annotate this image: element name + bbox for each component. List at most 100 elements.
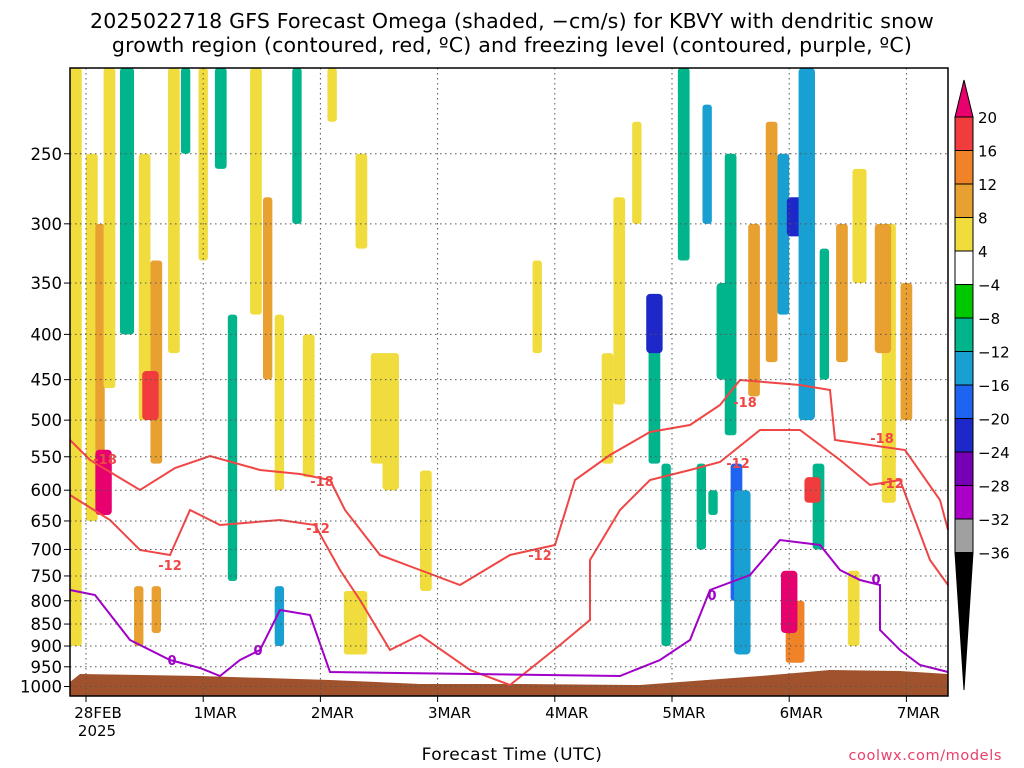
y-tick-label-400: 400 — [31, 325, 63, 344]
contour-minus12 — [69, 429, 949, 687]
omega-shade-35 — [900, 283, 913, 421]
colorbar-label-12: −32 — [978, 511, 1010, 529]
credit-link[interactable]: coolwx.com/models — [848, 748, 1002, 764]
y-tick-label-1000: 1000 — [20, 678, 62, 697]
colorbar-top-arrow — [954, 79, 974, 118]
omega-region-4 — [646, 293, 663, 354]
omega-shade-37 — [151, 586, 162, 633]
omega-shade-20 — [420, 470, 432, 592]
omega-region-10 — [874, 223, 892, 354]
y-tick-label-700: 700 — [31, 540, 63, 559]
omega-shade-13 — [262, 197, 273, 380]
colorbar-bin-11 — [954, 451, 974, 486]
chart-title-line-2: growth region (contoured, red, ºC) and f… — [111, 33, 913, 57]
omega-shade-3 — [103, 68, 116, 389]
omega-shade-18 — [355, 153, 368, 249]
omega-region-2 — [780, 570, 798, 633]
y-tick-label-850: 850 — [31, 615, 63, 634]
omega-region-3 — [804, 477, 821, 503]
omega-shade-28 — [748, 223, 760, 397]
terrain — [70, 670, 948, 696]
colorbar-bin-7 — [954, 317, 974, 352]
colorbar-bin-3 — [954, 183, 974, 218]
x-tick-label-2MAR: 2MAR — [311, 704, 354, 722]
omega-shade-39 — [343, 591, 368, 655]
colorbar-label-8: −16 — [978, 377, 1010, 395]
colorbar-label-3: 8 — [978, 210, 988, 228]
omega-shade-11 — [227, 314, 238, 582]
omega-shade-33 — [852, 168, 867, 284]
x-tick-label-28FEB: 28FEB — [74, 704, 121, 722]
y-tick-label-300: 300 — [31, 215, 63, 234]
omega-shade-1 — [86, 153, 98, 521]
omega-shade-45 — [648, 334, 661, 464]
x-tick-label-5MAR: 5MAR — [662, 704, 705, 722]
contour-label-minus18-0: -18 — [93, 453, 117, 468]
omega-region-8 — [716, 283, 733, 380]
colorbar-label-9: −20 — [978, 411, 1010, 429]
omega-shade-38 — [274, 586, 285, 647]
contour-label-minus12-4: -12 — [880, 477, 904, 492]
x-tick-label-1MAR: 1MAR — [194, 704, 237, 722]
contour-label-minus18-1: -18 — [310, 475, 334, 490]
contour-label-0-1: 0 — [253, 644, 262, 659]
omega-shade-32 — [836, 223, 848, 363]
contour-minus18 — [69, 378, 949, 587]
omega-shade-2 — [95, 223, 105, 503]
omega-shade-21 — [532, 260, 542, 354]
colorbar-bin-9 — [954, 384, 974, 419]
omega-shade-26 — [702, 104, 712, 224]
omega-shade-36 — [134, 586, 144, 647]
y-tick-label-950: 950 — [31, 658, 63, 677]
x-axis-title: Forecast Time (UTC) — [421, 745, 603, 765]
contour-label-0-0: 0 — [167, 654, 176, 669]
omega-shade-15 — [292, 68, 302, 224]
y-tick-label-800: 800 — [31, 592, 63, 611]
colorbar-label-5: −4 — [978, 277, 1000, 295]
colorbar: 20 16 12 8 4 −4 −8 −12 −16 −20 −24 −28 −32 −36 — [954, 79, 1010, 691]
colorbar-bottom-arrow — [954, 552, 974, 691]
contour-label-minus18-2: -18 — [733, 396, 757, 411]
omega-region-1 — [142, 371, 159, 421]
y-tick-label-500: 500 — [31, 411, 63, 430]
colorbar-bin-8 — [954, 351, 974, 386]
colorbar-label-7: −12 — [978, 344, 1010, 362]
colorbar-label-6: −8 — [978, 310, 1000, 328]
colorbar-label-2: 12 — [978, 176, 997, 194]
x-tick-sublabel-year: 2025 — [78, 722, 116, 740]
contour-label-0-2: 0 — [707, 589, 716, 604]
omega-shade-10 — [214, 68, 227, 169]
y-tick-label-450: 450 — [31, 371, 63, 390]
y-tick-label-600: 600 — [31, 481, 63, 500]
axes: 250 300 350 400 450 500 550 600 650 700 750 800 850 9… — [20, 67, 949, 740]
colorbar-label-10: −24 — [978, 444, 1010, 462]
contour-label-minus12-3: -12 — [726, 457, 750, 472]
colorbar-bin-4 — [954, 217, 974, 252]
omega-shade-5 — [138, 153, 151, 421]
colorbar-bin-1 — [954, 116, 974, 151]
colorbar-label-1: 16 — [978, 143, 997, 161]
y-tick-label-350: 350 — [31, 274, 63, 293]
omega-shade-30 — [777, 153, 790, 315]
x-tick-label-3MAR: 3MAR — [428, 704, 471, 722]
omega-shade-7 — [168, 68, 180, 354]
omega-region-9 — [382, 379, 399, 491]
colorbar-bin-12 — [954, 485, 974, 520]
omega-shade-42 — [812, 463, 825, 550]
contour-freezing-level — [69, 538, 949, 678]
omega-shade-43 — [847, 570, 860, 647]
omega-region-6 — [734, 490, 751, 655]
contour-label-minus12-1: -12 — [306, 522, 330, 537]
colorbar-bin-13 — [954, 518, 974, 553]
omega-shade-6 — [150, 260, 163, 464]
contour-label-minus18-3: -18 — [870, 432, 894, 447]
colorbar-bin-10 — [954, 418, 974, 453]
omega-shade-23 — [613, 197, 626, 405]
colorbar-bin-6 — [954, 284, 974, 319]
omega-shade-47 — [708, 490, 718, 516]
omega-shade-4 — [119, 68, 135, 335]
colorbar-bin-5 — [954, 250, 974, 285]
omega-shade-25 — [677, 68, 690, 261]
y-tick-label-650: 650 — [31, 512, 63, 531]
colorbar-bin-2 — [954, 150, 974, 185]
